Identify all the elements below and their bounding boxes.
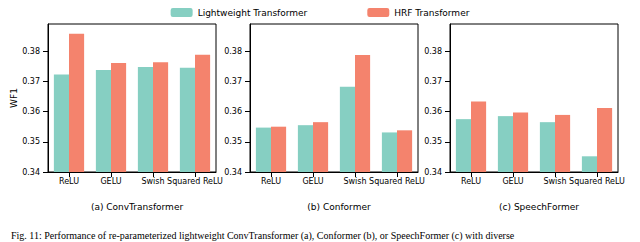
svg-text:Swish: Swish	[343, 177, 366, 186]
svg-text:0.35: 0.35	[22, 137, 40, 146]
svg-text:0.36: 0.36	[424, 107, 442, 116]
svg-text:GELU: GELU	[100, 177, 121, 186]
svg-text:GELU: GELU	[502, 177, 523, 186]
svg-text:0.38: 0.38	[224, 47, 242, 56]
svg-text:0.35: 0.35	[224, 137, 242, 146]
svg-text:Swish: Swish	[141, 177, 164, 186]
svg-text:Fig. 11: Performance of re-par: Fig. 11: Performance of re-parameterized…	[11, 230, 515, 242]
svg-text:ReLU: ReLU	[461, 177, 481, 186]
svg-text:0.38: 0.38	[22, 47, 40, 56]
svg-text:ReLU: ReLU	[261, 177, 281, 186]
svg-text:0.34: 0.34	[22, 168, 40, 177]
svg-text:HRF Transformer: HRF Transformer	[394, 8, 469, 18]
svg-text:ReLU: ReLU	[59, 177, 79, 186]
svg-text:0.35: 0.35	[424, 137, 442, 146]
svg-text:GELU: GELU	[302, 177, 323, 186]
svg-text:Lightweight Transformer: Lightweight Transformer	[198, 8, 308, 18]
svg-text:(b) Conformer: (b) Conformer	[307, 202, 371, 212]
svg-text:0.37: 0.37	[424, 77, 442, 86]
svg-text:WF1: WF1	[9, 88, 19, 108]
svg-text:0.34: 0.34	[424, 168, 442, 177]
svg-text:Swish: Swish	[543, 177, 566, 186]
svg-text:0.34: 0.34	[224, 168, 242, 177]
svg-text:0.37: 0.37	[224, 77, 242, 86]
svg-text:0.36: 0.36	[224, 107, 242, 116]
svg-text:0.38: 0.38	[424, 47, 442, 56]
svg-text:Squared ReLU: Squared ReLU	[167, 177, 223, 186]
svg-text:Squared ReLU: Squared ReLU	[569, 177, 625, 186]
svg-text:(c) SpeechFormer: (c) SpeechFormer	[499, 202, 579, 212]
svg-text:(a) ConvTransformer: (a) ConvTransformer	[91, 202, 184, 212]
svg-text:0.37: 0.37	[22, 77, 40, 86]
svg-text:Squared ReLU: Squared ReLU	[369, 177, 425, 186]
svg-text:0.36: 0.36	[22, 107, 40, 116]
